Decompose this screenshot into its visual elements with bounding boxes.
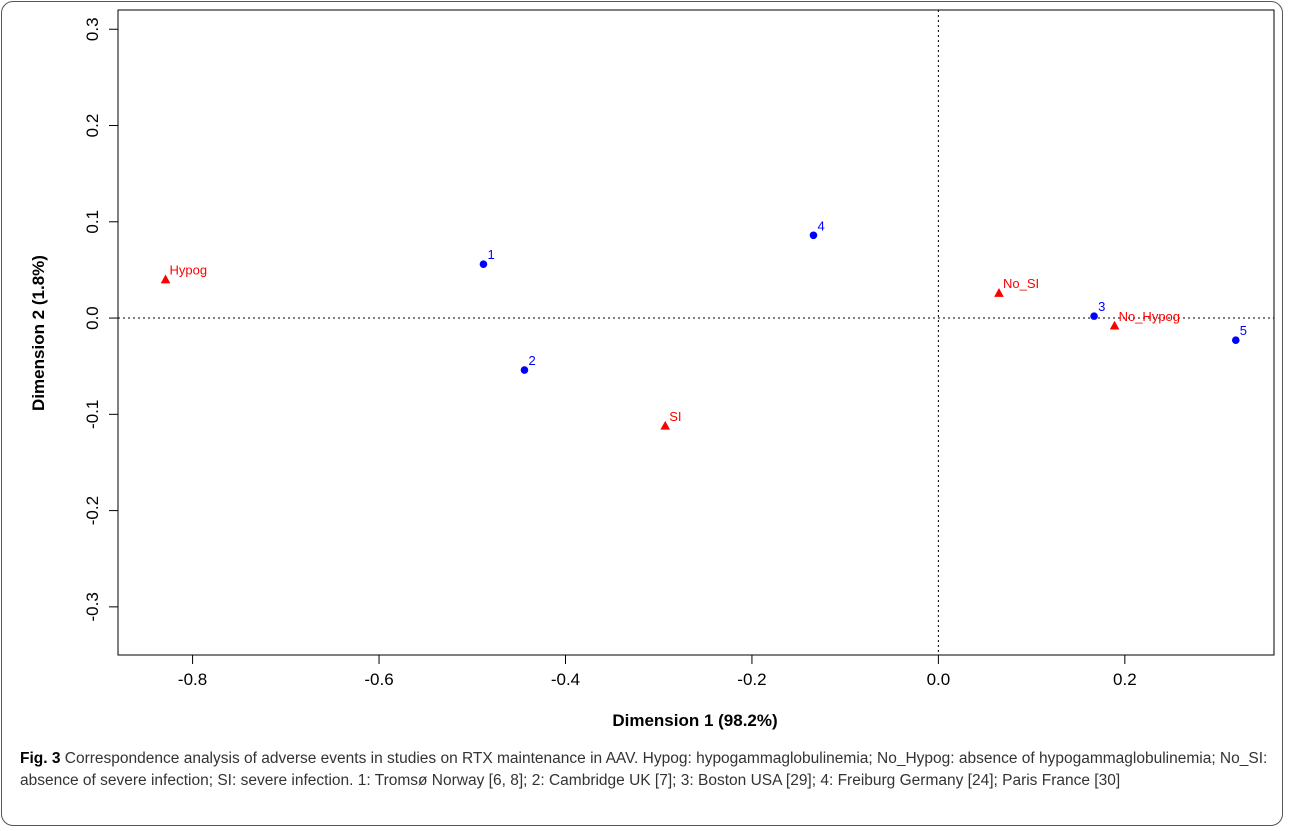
- caption-figure-label: Fig. 3: [20, 750, 61, 767]
- point-label: Hypog: [170, 263, 208, 278]
- point-label: No_SI: [1003, 276, 1039, 291]
- x-tick-label: -0.6: [364, 670, 393, 689]
- x-axis: -0.8 -0.6 -0.4 -0.2 0.0 0.2: [178, 655, 1137, 689]
- point-marker: [994, 288, 1004, 297]
- x-tick-label: 0.0: [927, 670, 951, 689]
- point-label: 5: [1240, 323, 1247, 338]
- figure-caption: Fig. 3 Correspondence analysis of advers…: [20, 748, 1272, 792]
- point-label: 1: [487, 247, 494, 262]
- y-tick-label: -0.1: [83, 400, 102, 429]
- y-tick-label: 0.3: [83, 17, 102, 41]
- point-label: 3: [1098, 299, 1105, 314]
- point-marker: [1231, 336, 1240, 345]
- plot-area: [117, 9, 1275, 656]
- y-axis: -0.3 -0.2 -0.1 0.0 0.1 0.2 0.3: [83, 17, 118, 622]
- x-tick-label: -0.2: [737, 670, 766, 689]
- reference-lines: [118, 10, 1274, 655]
- x-tick-label: 0.2: [1113, 670, 1137, 689]
- x-tick-label: -0.8: [178, 670, 207, 689]
- y-axis-title: Dimension 2 (1.8%): [29, 255, 48, 411]
- x-axis-title: Dimension 1 (98.2%): [612, 711, 777, 730]
- point-marker: [1109, 320, 1120, 330]
- point-label: No_Hypog: [1119, 309, 1180, 324]
- y-tick-label: 0.0: [83, 306, 102, 330]
- point-marker: [160, 274, 171, 284]
- y-tick-label: 0.2: [83, 114, 102, 138]
- caption-text: Correspondence analysis of adverse event…: [20, 750, 1268, 789]
- point-marker: [479, 260, 488, 268]
- x-tick-label: -0.4: [551, 670, 580, 689]
- correspondence-analysis-chart: -0.8 -0.6 -0.4 -0.2 0.0 0.2 -0.3 -0.2 -0.1 0.0 0.…: [29, 9, 1275, 730]
- point-label: SI: [669, 409, 681, 424]
- point-label: 2: [528, 353, 535, 368]
- point-marker: [1090, 312, 1098, 320]
- y-tick-label: 0.1: [83, 210, 102, 234]
- y-tick-label: -0.3: [83, 592, 102, 621]
- y-tick-label: -0.2: [83, 496, 102, 525]
- point-marker: [809, 231, 818, 240]
- data-points: 1 2 3 4 5 Hypog No_SI No_Hypog SI: [160, 218, 1247, 430]
- point-label: 4: [817, 218, 824, 233]
- point-marker: [660, 420, 671, 430]
- point-marker: [520, 366, 529, 374]
